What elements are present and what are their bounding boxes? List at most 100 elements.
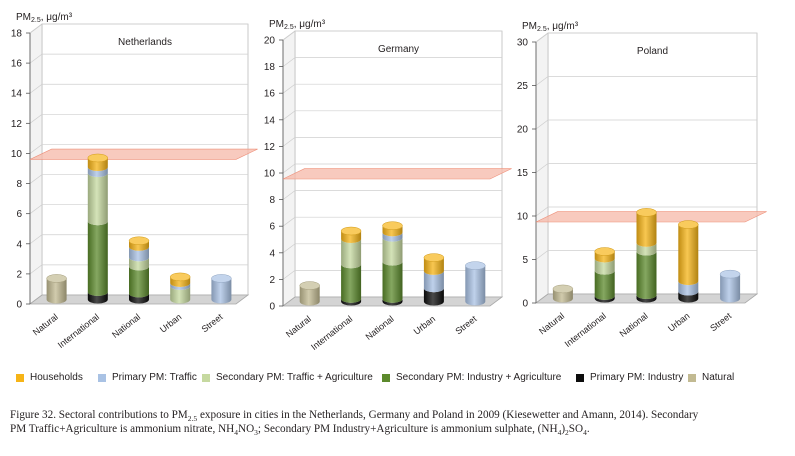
- bar-top-street: [719, 269, 741, 279]
- caption-text: NO: [238, 423, 255, 435]
- gridline: [535, 76, 757, 86]
- bar-top-street: [465, 261, 486, 270]
- caption-text: .: [586, 423, 590, 435]
- caption-sub: 2: [565, 428, 569, 438]
- gridline: [29, 204, 248, 214]
- bar-segment-urban-primary-pm-traffic: [678, 281, 699, 296]
- y-tick-label: 5: [522, 255, 528, 266]
- chart-title: Poland: [637, 46, 668, 57]
- y-tick-label: 16: [11, 59, 23, 70]
- gridline: [29, 234, 248, 245]
- legend-item-households: Households: [16, 372, 83, 383]
- bar-segment-national-primary-pm-industry: [382, 298, 403, 306]
- bar-segment-urban-primary-pm-industry: [423, 288, 444, 306]
- gridline: [282, 190, 502, 200]
- bar-top-natural: [46, 274, 67, 283]
- x-category-label: Urban: [412, 314, 437, 337]
- y-tick-label: 4: [16, 239, 22, 250]
- y-tick-label: 8: [269, 195, 275, 206]
- bar-segment-national-primary-pm-traffic: [382, 232, 403, 242]
- x-category-label: Street: [200, 311, 225, 334]
- y-tick-label: 4: [269, 248, 275, 259]
- legend-label: Primary PM: Traffic: [112, 372, 197, 383]
- gridline: [282, 83, 502, 94]
- bar-segment-international-secondary-pm-traffic-agriculture: [594, 258, 615, 275]
- bar-segment-street-primary-pm-traffic: [465, 265, 486, 306]
- gridline: [29, 174, 248, 184]
- bar-segment-urban-households: [423, 257, 444, 275]
- bar-segment-international-secondary-pm-industry-agriculture: [87, 221, 108, 296]
- bar-segment-international-primary-pm-industry: [594, 295, 615, 303]
- caption-sub: 3: [254, 428, 258, 438]
- bar-segment-national-secondary-pm-industry-agriculture: [129, 266, 149, 298]
- caption-sub: 4: [557, 428, 562, 438]
- caption-text: SO: [568, 423, 584, 435]
- bar-segment-national-households: [382, 225, 403, 237]
- x-category-label: International: [563, 311, 608, 349]
- y-tick-label: 14: [264, 115, 276, 126]
- x-category-label: Street: [708, 310, 733, 333]
- y-tick-label: 0: [16, 300, 22, 311]
- bar-top-street: [211, 274, 232, 283]
- gridline: [282, 30, 502, 41]
- gridline: [29, 144, 248, 154]
- chart-title: Netherlands: [118, 37, 172, 48]
- bar-top-urban: [423, 253, 445, 262]
- caption-text: Sectoral contributions to PM: [56, 409, 188, 421]
- y-tick-label: 0: [522, 299, 528, 310]
- bar-segment-national-secondary-pm-traffic-agriculture: [129, 257, 149, 271]
- bar-segment-urban-households: [678, 224, 699, 286]
- caption-text: exposure in cities in the Netherlands, G…: [197, 409, 699, 421]
- bar-top-urban: [678, 220, 699, 229]
- y-tick-label: 12: [11, 119, 23, 130]
- chart-poland: 0 5 10 15 20 25 30 PM2.5, μg/m³ Poland NaturalInt…: [517, 21, 767, 349]
- bar-top-national: [636, 208, 657, 217]
- gridline: [282, 243, 502, 254]
- bar-top-national: [382, 221, 403, 230]
- y-tick-label: 10: [517, 212, 529, 223]
- y-tick-label: 0: [269, 302, 275, 313]
- y-tick-label: 20: [517, 125, 529, 136]
- bar-segment-urban-primary-pm-industry: [678, 291, 699, 303]
- y-tick-label: 6: [16, 209, 22, 220]
- gridline: [29, 264, 248, 275]
- charts-area: 0 2 4 6 8 10 12 14 16 18 PM2.5, μg/m³ Netherlands Na…: [11, 12, 767, 352]
- bar-segment-national-secondary-pm-industry-agriculture: [636, 251, 657, 300]
- x-category-label: Urban: [666, 311, 691, 334]
- legend-item-secondary-traffic-agri: Secondary PM: Traffic + Agriculture: [202, 372, 373, 383]
- legend: Households Primary PM: Traffic Secondary…: [16, 372, 786, 388]
- legend-item-primary-traffic: Primary PM: Traffic: [98, 372, 197, 383]
- legend-item-secondary-industry-agri: Secondary PM: Industry + Agriculture: [382, 372, 561, 383]
- legend-swatch-secondary-industry-agri: [382, 373, 390, 382]
- caption-sub: 4: [583, 428, 587, 438]
- caption-text: PM Traffic+Agriculture is ammonium nitra…: [10, 423, 235, 435]
- bar-segment-national-households: [636, 212, 657, 247]
- bar-segment-international-households: [594, 251, 615, 263]
- y-tick-label: 30: [517, 38, 529, 49]
- bar-segment-international-secondary-pm-traffic-agriculture: [87, 173, 108, 226]
- y-tick-label: 14: [11, 89, 23, 100]
- caption-text: ; Secondary PM Industry+Agriculture is a…: [257, 423, 558, 435]
- gridline: [535, 206, 757, 217]
- bar-top-international: [340, 226, 362, 236]
- legend-swatch-primary-traffic: [98, 373, 106, 382]
- bar-top-international: [594, 247, 615, 256]
- y-tick-label: 2: [269, 275, 275, 286]
- x-category-label: Natural: [537, 311, 566, 337]
- gridline: [282, 57, 502, 67]
- chart-germany: 0 2 4 6 8 10 12 14 16 18 20 PM2.5, μg/m³ Germany Natu…: [264, 19, 512, 352]
- bar-top-natural: [299, 281, 320, 290]
- gridline: [535, 119, 757, 130]
- limit-value-band: [282, 168, 512, 180]
- legend-swatch-households: [16, 373, 24, 382]
- bar-top-international: [87, 153, 109, 163]
- y-tick-label: 18: [11, 29, 23, 40]
- y-tick-label: 8: [16, 179, 22, 190]
- x-category-label: National: [364, 314, 396, 342]
- bar-segment-natural-natural: [299, 285, 320, 306]
- x-category-label: International: [56, 312, 101, 350]
- bar-segment-international-primary-pm-industry: [341, 298, 362, 306]
- bar-segment-international-households: [87, 157, 108, 172]
- caption-text: ): [561, 423, 566, 435]
- bar-segment-national-primary-pm-traffic: [129, 246, 149, 262]
